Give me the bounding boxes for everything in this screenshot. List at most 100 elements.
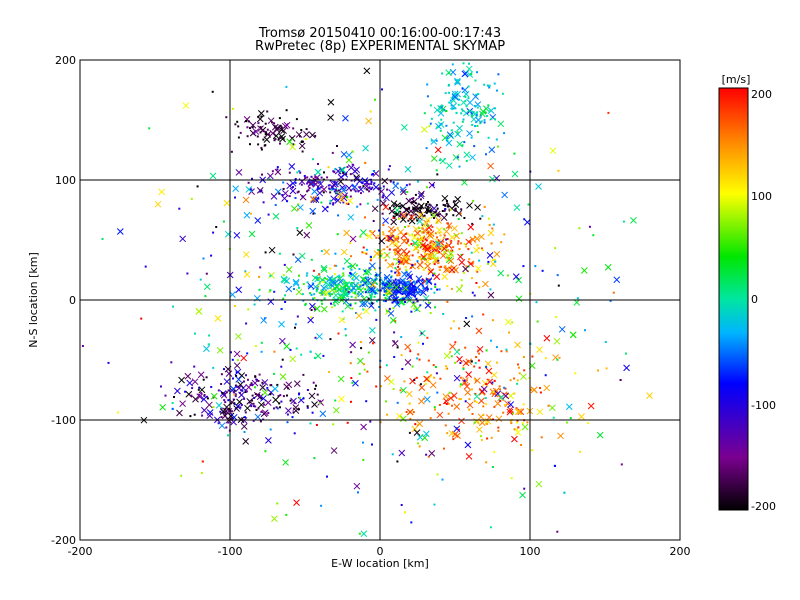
data-point-x — [359, 300, 366, 308]
data-point-dot — [409, 417, 412, 420]
data-point-x — [458, 417, 465, 425]
data-point-x — [411, 425, 419, 433]
data-point-dot — [433, 272, 436, 275]
data-point-dot — [472, 261, 475, 264]
data-point-dot — [306, 176, 309, 179]
data-point-x — [388, 225, 395, 233]
data-point-dot — [427, 205, 429, 208]
data-point-dot — [382, 231, 385, 234]
data-point-x — [184, 372, 192, 380]
data-point-x — [233, 350, 241, 358]
data-point-dot — [244, 391, 247, 393]
data-point-x — [473, 393, 481, 400]
data-point-x — [398, 449, 406, 457]
data-point-x — [237, 381, 244, 389]
data-point-dot — [320, 176, 323, 179]
data-point-x — [405, 390, 413, 398]
data-point-x — [423, 430, 430, 438]
data-point-x — [292, 407, 300, 415]
data-point-x — [413, 305, 421, 313]
data-point-dot — [203, 394, 206, 397]
data-point-dot — [482, 405, 485, 408]
data-point-dot — [253, 131, 256, 134]
data-point-dot — [461, 144, 464, 147]
data-point-dot — [400, 354, 403, 357]
data-point-dot — [584, 329, 586, 332]
data-point-dot — [457, 103, 460, 106]
data-point-dot — [397, 272, 400, 274]
data-point-x — [281, 122, 289, 130]
data-point-dot — [625, 352, 627, 355]
data-point-dot — [482, 313, 485, 316]
data-point-dot — [235, 385, 238, 388]
data-point-x — [272, 213, 280, 220]
data-point-dot — [445, 138, 448, 141]
data-point-dot — [401, 216, 404, 219]
data-point-dot — [474, 362, 477, 364]
data-point-dot — [362, 185, 365, 188]
data-point-dot — [433, 291, 436, 294]
data-point-dot — [189, 415, 192, 418]
data-point-x — [223, 378, 231, 385]
data-point-x — [256, 115, 264, 123]
data-point-x — [320, 305, 328, 313]
data-point-dot — [376, 198, 379, 201]
data-point-dot — [443, 209, 446, 212]
data-point-dot — [291, 137, 294, 140]
data-point-x — [357, 357, 364, 365]
data-point-x — [482, 280, 489, 288]
data-point-dot — [269, 393, 272, 396]
data-point-dot — [374, 268, 376, 271]
data-point-dot — [521, 422, 524, 425]
data-point-x — [271, 123, 279, 131]
data-point-x — [343, 229, 350, 237]
data-point-x — [232, 185, 240, 193]
data-point-dot — [425, 147, 428, 150]
data-point-x — [260, 395, 267, 402]
data-point-dot — [342, 289, 345, 292]
data-point-dot — [224, 411, 227, 414]
data-point-x — [461, 379, 469, 386]
data-point-dot — [406, 292, 409, 295]
data-point-dot — [233, 389, 236, 392]
data-point-dot — [430, 287, 433, 290]
data-point-dot — [423, 112, 426, 115]
data-point-dot — [498, 385, 501, 388]
data-point-dot — [359, 203, 362, 206]
data-point-dot — [427, 301, 430, 304]
data-point-dot — [279, 406, 281, 409]
data-point-dot — [472, 199, 475, 202]
data-point-dot — [381, 282, 384, 285]
data-point-x — [195, 308, 203, 315]
data-point-dot — [243, 397, 246, 400]
data-point-dot — [293, 432, 296, 435]
data-point-dot — [447, 203, 450, 206]
data-point-dot — [429, 204, 432, 207]
data-point-x — [519, 491, 526, 499]
data-point-dot — [513, 392, 516, 395]
data-point-x — [179, 400, 186, 408]
data-point-dot — [364, 288, 367, 291]
data-point-dot — [520, 444, 523, 446]
data-point-dot — [268, 290, 271, 293]
data-point-dot — [317, 186, 320, 189]
data-point-x — [488, 146, 496, 154]
data-point-dot — [220, 383, 223, 385]
data-point-x — [321, 205, 329, 213]
data-point-dot — [383, 248, 386, 251]
data-point-x — [260, 316, 268, 324]
data-point-dot — [346, 195, 349, 198]
data-point-dot — [517, 363, 519, 366]
data-point-dot — [404, 265, 407, 268]
data-point-dot — [463, 272, 466, 274]
data-point-dot — [478, 286, 481, 289]
data-point-dot — [429, 312, 432, 314]
y-tick-label: 100 — [55, 174, 76, 187]
data-point-dot — [475, 401, 478, 404]
data-point-dot — [277, 138, 280, 141]
data-point-dot — [381, 88, 383, 91]
data-point-dot — [460, 232, 463, 235]
data-point-dot — [470, 251, 473, 254]
data-point-x — [433, 273, 441, 281]
data-point-dot — [492, 223, 495, 226]
